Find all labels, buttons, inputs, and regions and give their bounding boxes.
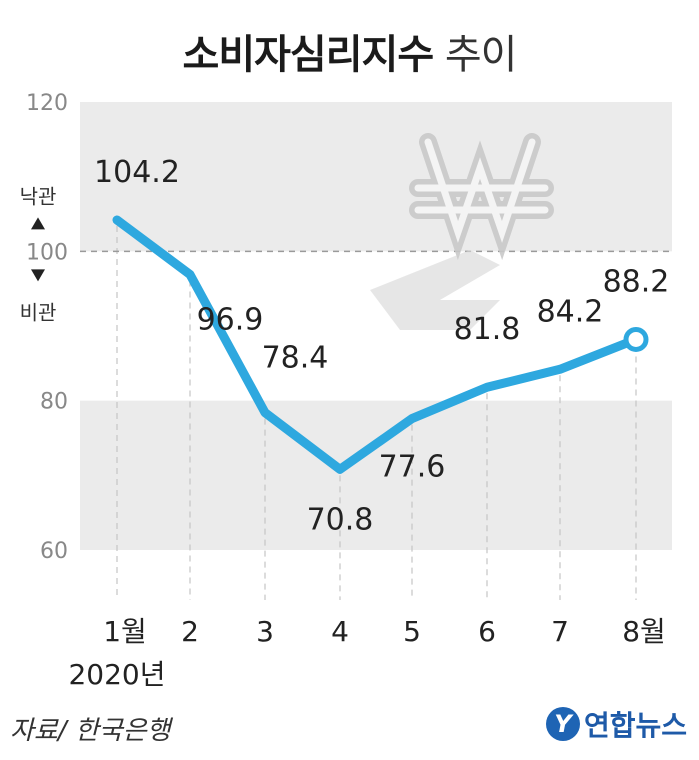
background-bands [80,102,672,550]
arrow-down-icon [31,269,45,282]
x-tick-7: 8월 [622,615,666,648]
y-tick-120: 120 [26,91,68,116]
x-tick-1: 2 [181,615,199,648]
data-label-3: 70.8 [307,502,374,537]
x-tick-2: 3 [256,615,274,648]
source-note: 자료/ 한국은행 [10,716,171,746]
x-tick-4: 5 [403,615,421,648]
year-label: 2020년 [68,658,165,691]
data-label-2: 78.4 [262,341,329,376]
data-label-4: 77.6 [379,450,446,485]
chart-title: 소비자심리지수 추이 [0,22,699,80]
sentiment-labels: 낙관 비관 [20,184,57,324]
data-label-1: 96.9 [197,302,264,337]
x-tick-5: 6 [478,615,496,648]
logo-text: 연합뉴스 [583,709,687,742]
y-tick-80: 80 [40,390,68,415]
x-axis-ticks: 1월 2 3 4 5 6 7 8월 [103,615,666,648]
data-label-5: 81.8 [454,312,521,347]
band-60-80 [80,400,672,550]
data-labels: 104.2 96.9 78.4 70.877.6 81.8 84.288.2 [94,155,669,537]
publisher-logo: Y 연합뉴스 [545,704,687,744]
y-tick-100: 100 [26,240,68,265]
data-points [623,326,649,352]
x-tick-3: 4 [331,615,349,648]
optimism-label: 낙관 [20,184,57,208]
title-main: 소비자심리지수 [182,32,435,78]
x-tick-0: 1월 [103,615,147,648]
y-axis-ticks: 60 80 100 120 [26,91,68,564]
y-tick-60: 60 [40,539,68,564]
data-point-last [623,326,649,352]
series-line [112,215,641,474]
data-label-7: 88.2 [603,264,670,299]
vertical-gridlines [116,225,637,600]
arrow-up-icon [31,217,45,230]
won-sign-icon [370,133,554,330]
data-label-0: 104.2 [94,155,180,190]
x-tick-6: 7 [551,615,569,648]
data-label-6: 84.2 [537,294,604,329]
line-chart: 60 80 100 120 낙관 비관 104.2 96.9 78.4 70.877.6 81… [20,91,672,691]
logo-mark-icon: Y [545,707,580,741]
title-sub: 추이 [444,32,518,78]
pessimism-label: 비관 [20,300,57,324]
band-100-120 [80,102,672,252]
